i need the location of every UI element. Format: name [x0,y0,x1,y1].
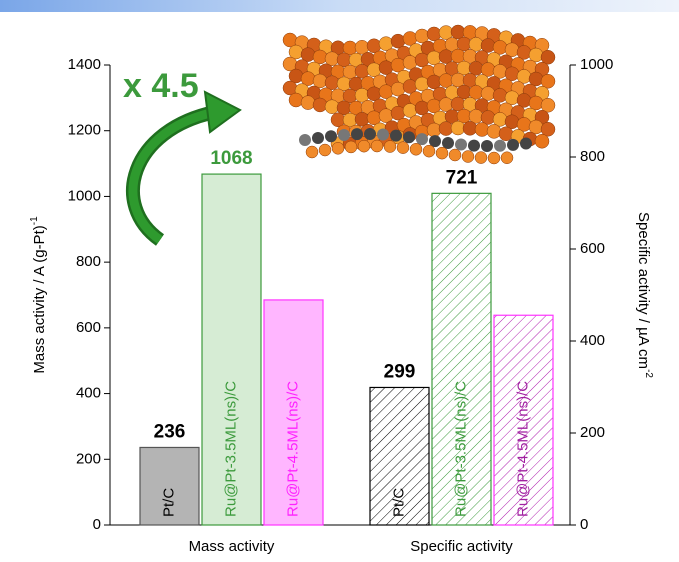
y-tick-label: 1400 [68,56,101,73]
atom-core [351,128,363,140]
atom-shell [475,152,487,164]
x-group-label: Mass activity [189,538,275,555]
value-label: 299 [384,361,416,382]
bar-category-label: Pt/C [390,488,407,517]
bar-category-label: Ru@Pt-4.5ML(ns)/C [284,381,301,517]
atom-shell [319,144,331,156]
y2-tick-label: 400 [580,332,605,349]
atom-core [299,134,311,146]
atom [313,98,327,112]
y-tick-label: 400 [76,385,101,402]
atom-shell [462,151,474,163]
atom-core [338,129,350,141]
y-axis-label: Mass activity / A (g-Pt)-1 [29,216,48,374]
atom [301,96,315,110]
chart: x 4.5 Mass activity / A (g-Pt)-1 Specifi… [0,0,679,562]
atom [499,127,513,141]
atom-core [507,139,519,151]
value-label: 721 [446,167,478,188]
atom-shell [371,140,383,152]
nanoparticle-illustration [283,25,555,164]
annotation: x 4.5 [123,67,199,105]
atom-core [481,140,493,152]
y2-label-sup: -2 [643,369,654,378]
y-tick-label: 800 [76,253,101,270]
atom-shell [345,141,357,153]
atom-shell [397,142,409,154]
atom-core [468,140,480,152]
atom-shell [488,152,500,164]
y-label-text: Mass activity / A (g-Pt) [31,225,48,373]
atom-shell [384,141,396,153]
atom-core [455,139,467,151]
y-tick-label: 1200 [68,122,101,139]
y-tick-label: 600 [76,319,101,336]
y2-tick-label: 800 [580,148,605,165]
atom-core [364,128,376,140]
atom-shell [306,146,318,158]
atom-shell [332,142,344,154]
atom-core [377,129,389,141]
value-label: 236 [154,421,186,442]
atom [475,122,489,136]
atom [289,93,303,107]
atom-core [312,132,324,144]
atom-core [520,137,532,149]
atom-core [390,130,402,142]
y-tick-label: 0 [93,516,101,533]
atom-shell [436,147,448,159]
arrow-head [205,92,240,132]
atom-core [494,140,506,152]
y2-tick-label: 0 [580,516,588,533]
y-tick-label: 1000 [68,187,101,204]
atom [487,124,501,138]
atom [535,134,549,148]
atom-core [325,130,337,142]
bar-category-label: Ru@Pt-3.5ML(ns)/C [222,381,239,517]
y-tick-label: 200 [76,450,101,467]
value-label: 1068 [210,148,252,169]
y2-tick-label: 200 [580,424,605,441]
atom-shell [358,140,370,152]
bar-category-label: Pt/C [160,488,177,517]
y2-axis-label: Specific activity / µA cm-2 [635,212,654,378]
atom-core [403,131,415,143]
x-group-label: Specific activity [410,538,513,555]
atom-shell [410,143,422,155]
y-label-sup: -1 [29,216,40,225]
atom-shell [449,149,461,161]
y2-tick-label: 600 [580,240,605,257]
atom-shell [501,152,513,164]
header-band [0,0,679,12]
y2-label-text: Specific activity / µA cm [635,212,652,369]
y2-tick-label: 1000 [580,56,613,73]
atom-shell [423,145,435,157]
bar-category-label: Ru@Pt-3.5ML(ns)/C [452,381,469,517]
bar-category-label: Ru@Pt-4.5ML(ns)/C [514,381,531,517]
